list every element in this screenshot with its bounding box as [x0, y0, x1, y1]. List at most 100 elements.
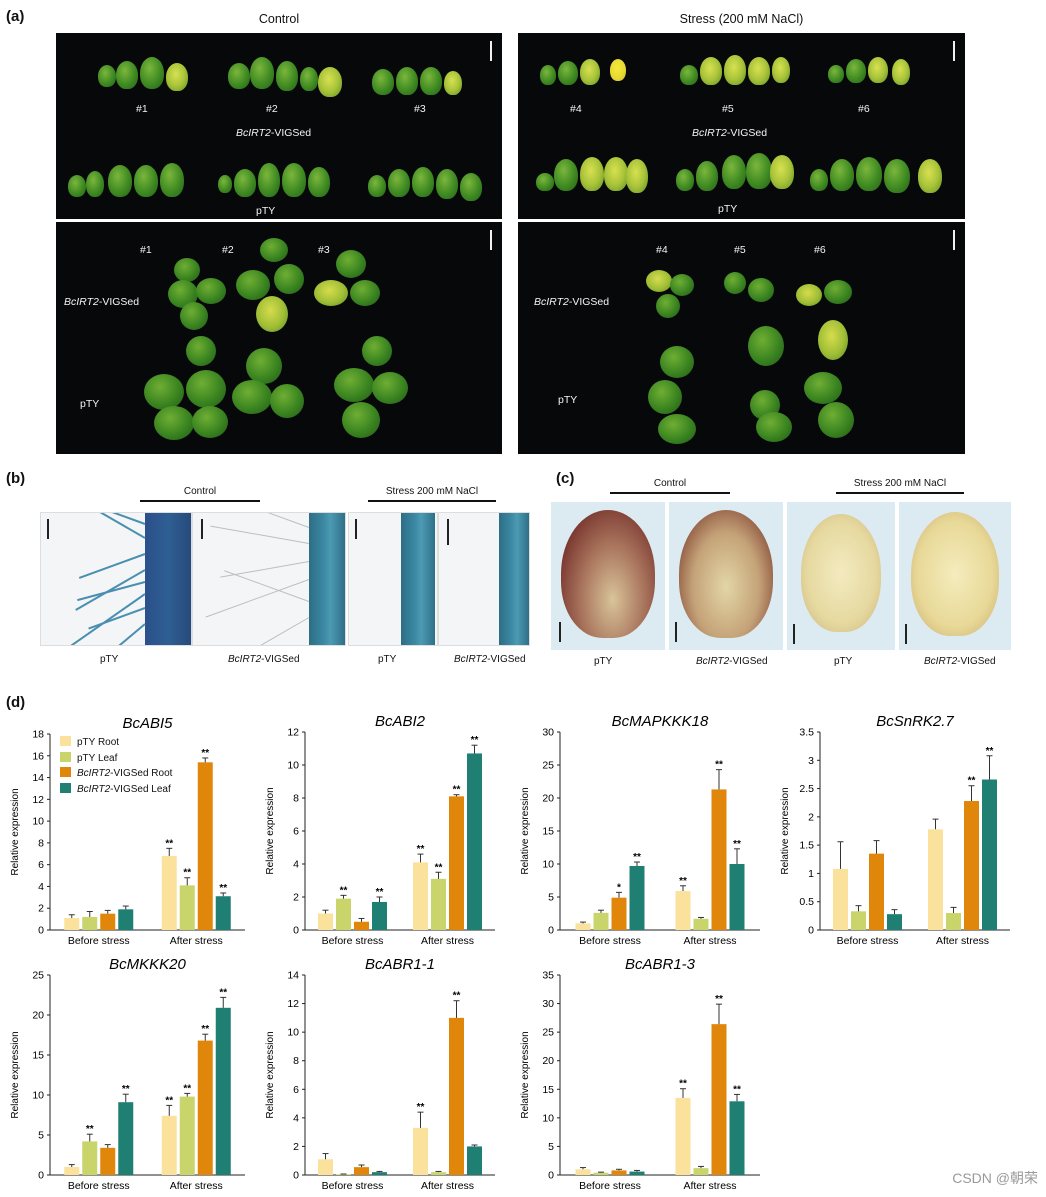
micrograph-control-pty	[40, 512, 192, 646]
x-tick-label: Before stress	[68, 935, 130, 947]
bar	[82, 916, 98, 930]
plant-leaf	[174, 258, 200, 282]
leaf	[724, 55, 746, 85]
x-tick-label: After stress	[936, 935, 989, 947]
bar	[179, 885, 195, 930]
header-rule	[368, 500, 496, 502]
significance-label: **	[183, 1083, 191, 1094]
leaf	[98, 65, 116, 87]
significance-label: **	[122, 1084, 130, 1095]
y-tick-label: 10	[32, 1090, 44, 1102]
y-tick-label: 20	[32, 1010, 44, 1022]
bar	[318, 913, 333, 930]
y-tick-label: 0	[548, 925, 554, 937]
significance-label: **	[715, 760, 723, 771]
photo-leaves-control: #1 #2 #3 BcIRT2-VIGSed pTY	[56, 33, 502, 219]
bar	[467, 753, 482, 930]
leaf	[108, 165, 132, 197]
leaf	[696, 161, 718, 191]
plant-leaf	[314, 280, 348, 306]
y-tick-label: 12	[287, 998, 299, 1010]
plant-leaf	[362, 336, 392, 366]
leaf	[884, 159, 910, 193]
genotype-label: BcIRT2-VIGSed	[236, 127, 312, 139]
panel-b-stress-header: Stress 200 mM NaCl	[385, 486, 479, 497]
y-tick-label: 8	[38, 837, 44, 849]
x-tick-label: After stress	[421, 1180, 474, 1192]
plant-leaf	[670, 274, 694, 296]
leaf	[368, 175, 386, 197]
y-tick-label: 12	[287, 727, 299, 739]
significance-label: **	[733, 1084, 741, 1095]
genotype-label: BcIRT2-VIGSed	[534, 296, 610, 308]
stained-leaf-stress-pty	[787, 502, 895, 650]
plant-leaf	[274, 264, 304, 294]
x-tick-label: After stress	[683, 1180, 736, 1192]
bar	[215, 896, 231, 930]
y-tick-label: 10	[542, 1112, 554, 1124]
bar	[928, 829, 943, 930]
y-tick-label: 30	[542, 727, 554, 739]
chart-title: BcMAPKKK18	[612, 713, 709, 730]
legend-item: BcIRT2-VIGSed Leaf	[60, 782, 172, 798]
chart-title: BcABR1-1	[365, 956, 435, 973]
leaf	[140, 57, 164, 89]
y-tick-label: 2	[293, 892, 299, 904]
significance-label: **	[376, 887, 384, 898]
significance-label: **	[417, 844, 425, 855]
leaf	[372, 69, 394, 95]
bar	[729, 864, 745, 930]
plant-id: #2	[266, 103, 278, 115]
y-tick-label: 5	[548, 1141, 554, 1153]
bar	[593, 912, 609, 930]
plant-leaf	[180, 302, 208, 330]
leaf	[308, 167, 330, 197]
bar	[593, 1172, 609, 1175]
chart-title: BcMKKK20	[109, 956, 186, 973]
y-tick-label: 6	[293, 826, 299, 838]
plant-leaf	[756, 412, 792, 442]
leaf	[846, 59, 866, 83]
y-tick-label: 2	[808, 811, 814, 823]
leaf	[86, 171, 104, 197]
bar	[336, 1174, 351, 1175]
leaf	[318, 67, 342, 97]
label-vigsed: BcIRT2-VIGSed	[696, 656, 768, 667]
genotype-label: BcIRT2-VIGSed	[692, 127, 768, 139]
plant-leaf	[144, 374, 184, 410]
leaf	[604, 157, 628, 191]
photo-plants-control: #1 #2 #3 BcIRT2-VIGSed pTY	[56, 222, 502, 454]
x-tick-label: Before stress	[68, 1180, 130, 1192]
y-tick-label: 10	[287, 1027, 299, 1039]
photo-leaves-stress: #4 #5 #6 BcIRT2-VIGSed pTY	[518, 33, 965, 219]
y-tick-label: 4	[293, 1112, 299, 1124]
leaf	[166, 63, 188, 91]
y-axis-label: Relative expression	[10, 1031, 21, 1118]
leaf	[536, 173, 554, 191]
bar	[431, 1172, 446, 1175]
leaf	[388, 169, 410, 197]
x-tick-label: After stress	[170, 1180, 223, 1192]
bar	[675, 1097, 691, 1175]
plant-id: #1	[140, 244, 152, 256]
leaf	[626, 159, 648, 193]
significance-label: **	[471, 735, 479, 746]
y-axis-label: Relative expression	[265, 787, 276, 874]
x-tick-label: Before stress	[837, 935, 899, 947]
plant-leaf	[818, 402, 854, 438]
y-tick-label: 8	[293, 793, 299, 805]
x-tick-label: After stress	[170, 935, 223, 947]
leaf	[676, 169, 694, 191]
panel-c-letter: (c)	[556, 470, 575, 487]
leaf	[700, 57, 722, 85]
y-tick-label: 2.5	[799, 783, 814, 795]
legend-item: BcIRT2-VIGSed Root	[60, 766, 172, 782]
bar	[215, 1007, 231, 1175]
bar	[431, 878, 446, 930]
bar	[179, 1096, 195, 1175]
micrograph-stress-vigsed	[438, 512, 530, 646]
plant-id: #3	[414, 103, 426, 115]
y-tick-label: 3	[808, 755, 814, 767]
bar	[711, 789, 727, 930]
plant-id: #6	[814, 244, 826, 256]
